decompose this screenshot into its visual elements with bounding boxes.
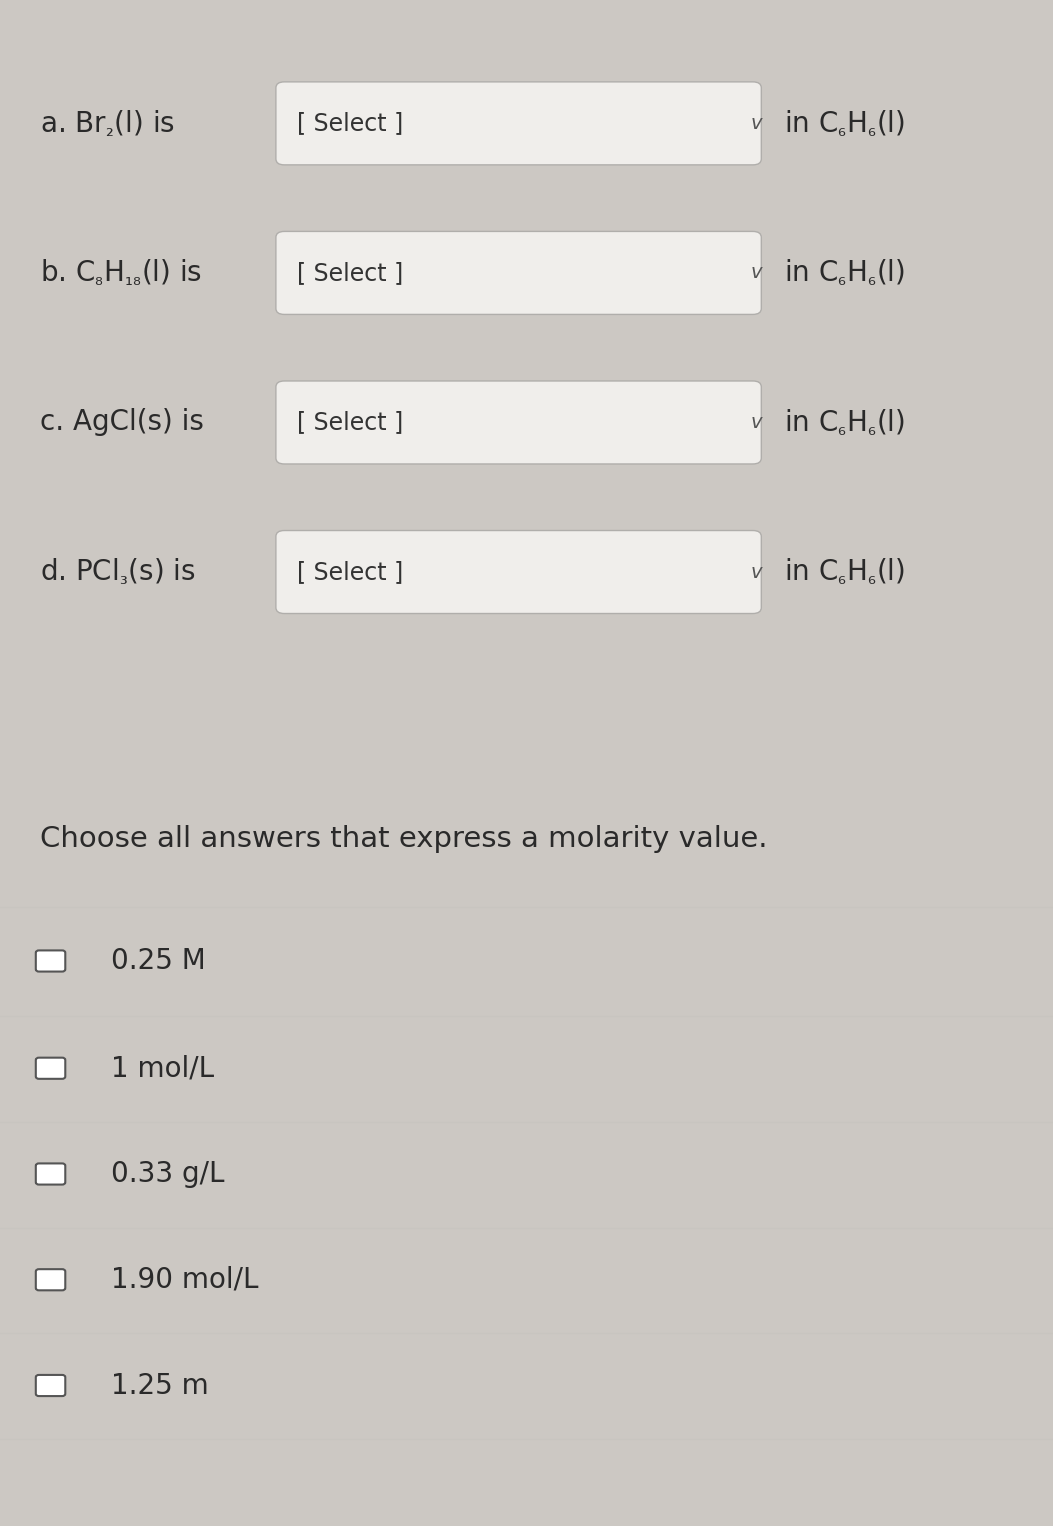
Text: d. PCl$_{₃}$(s) is: d. PCl$_{₃}$(s) is xyxy=(40,557,196,588)
FancyBboxPatch shape xyxy=(36,1058,65,1079)
FancyBboxPatch shape xyxy=(36,951,65,972)
FancyBboxPatch shape xyxy=(36,1270,65,1291)
Text: [ Select ]: [ Select ] xyxy=(297,560,403,584)
Text: v: v xyxy=(751,414,761,432)
Text: v: v xyxy=(751,264,761,282)
FancyBboxPatch shape xyxy=(36,1163,65,1184)
FancyBboxPatch shape xyxy=(276,82,761,165)
Text: in C$_{₆}$H$_{₆}$(l): in C$_{₆}$H$_{₆}$(l) xyxy=(784,108,906,139)
Text: v: v xyxy=(751,114,761,133)
Text: in C$_{₆}$H$_{₆}$(l): in C$_{₆}$H$_{₆}$(l) xyxy=(784,557,906,588)
Text: in C$_{₆}$H$_{₆}$(l): in C$_{₆}$H$_{₆}$(l) xyxy=(784,407,906,438)
Text: 1 mol/L: 1 mol/L xyxy=(111,1054,214,1082)
Text: 1.25 m: 1.25 m xyxy=(111,1372,208,1399)
FancyBboxPatch shape xyxy=(276,531,761,613)
FancyBboxPatch shape xyxy=(36,1375,65,1396)
Text: in C$_{₆}$H$_{₆}$(l): in C$_{₆}$H$_{₆}$(l) xyxy=(784,258,906,288)
Text: 1.90 mol/L: 1.90 mol/L xyxy=(111,1265,258,1294)
Text: 0.25 M: 0.25 M xyxy=(111,948,205,975)
Text: [ Select ]: [ Select ] xyxy=(297,261,403,285)
Text: a. Br$_{₂}$(l) is: a. Br$_{₂}$(l) is xyxy=(40,108,175,139)
Text: 0.33 g/L: 0.33 g/L xyxy=(111,1160,224,1189)
FancyBboxPatch shape xyxy=(276,382,761,464)
Text: c. AgCl(s) is: c. AgCl(s) is xyxy=(40,409,204,436)
Text: v: v xyxy=(751,563,761,581)
FancyBboxPatch shape xyxy=(276,232,761,314)
Text: b. C$_{₈}$H$_{₁₈}$(l) is: b. C$_{₈}$H$_{₁₈}$(l) is xyxy=(40,258,202,288)
Text: [ Select ]: [ Select ] xyxy=(297,111,403,136)
Text: [ Select ]: [ Select ] xyxy=(297,410,403,435)
Text: Choose all answers that express a molarity value.: Choose all answers that express a molari… xyxy=(40,824,768,853)
